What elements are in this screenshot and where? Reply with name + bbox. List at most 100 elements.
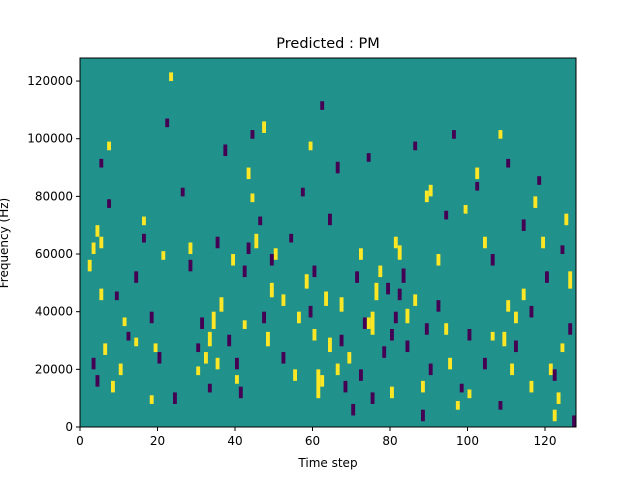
heatmap-cell-low-17 bbox=[215, 236, 220, 249]
heatmap-cell-high-80 bbox=[560, 343, 565, 353]
heatmap-cell-high-53 bbox=[397, 245, 402, 260]
heatmap-cell-high-59 bbox=[436, 254, 441, 266]
y-tick-label-4: 80000 bbox=[35, 189, 73, 203]
x-axis-label: Time step bbox=[297, 456, 357, 470]
heatmap-cell-high-63 bbox=[463, 205, 468, 214]
heatmap-cell-low-41 bbox=[362, 317, 367, 329]
heatmap-cell-low-30 bbox=[300, 187, 305, 197]
heatmap-cell-high-34 bbox=[293, 369, 298, 381]
heatmap-cell-high-3 bbox=[99, 288, 104, 301]
heatmap-cell-low-22 bbox=[242, 265, 247, 278]
heatmap-cell-low-21 bbox=[238, 386, 243, 399]
heatmap-cell-low-50 bbox=[405, 340, 410, 353]
heatmap-cell-high-9 bbox=[122, 317, 127, 327]
heatmap-cell-high-54 bbox=[405, 308, 410, 324]
heatmap-cell-low-70 bbox=[552, 369, 557, 381]
heatmap-cell-low-71 bbox=[560, 245, 565, 255]
heatmap-cell-low-64 bbox=[506, 158, 511, 168]
heatmap-cell-high-42 bbox=[328, 337, 332, 353]
heatmap-cell-low-5 bbox=[126, 331, 131, 341]
heatmap-cell-high-60 bbox=[444, 323, 449, 335]
heatmap-cell-high-31 bbox=[269, 282, 274, 298]
y-tick-label-3: 60000 bbox=[35, 247, 73, 261]
heatmap-cell-high-39 bbox=[316, 369, 321, 399]
heatmap-cell-high-57 bbox=[424, 190, 429, 203]
heatmap-cell-low-45 bbox=[386, 282, 391, 295]
heatmap-cell-low-3 bbox=[107, 199, 112, 208]
heatmap-cell-low-53 bbox=[424, 323, 429, 335]
x-tick-label-1: 20 bbox=[150, 434, 165, 448]
x-tick-label-3: 60 bbox=[305, 434, 320, 448]
heatmap-cell-high-30 bbox=[266, 331, 270, 347]
heatmap-cell-low-54 bbox=[428, 363, 433, 376]
heatmap-cell-low-15 bbox=[200, 317, 205, 329]
heatmap-cell-high-29 bbox=[262, 121, 267, 133]
heatmap-cell-low-14 bbox=[196, 343, 201, 353]
heatmap-cell-high-43 bbox=[335, 363, 340, 376]
heatmap-cell-low-69 bbox=[545, 271, 549, 283]
heatmap-cell-low-42 bbox=[366, 153, 371, 162]
heatmap-cell-high-12 bbox=[149, 395, 154, 404]
heatmap-cell-low-12 bbox=[180, 187, 185, 197]
x-tick-label-6: 120 bbox=[534, 434, 557, 448]
heatmap-cell-low-36 bbox=[339, 334, 344, 347]
heatmap-cell-high-16 bbox=[188, 242, 193, 255]
heatmap-cell-low-62 bbox=[490, 254, 495, 266]
heatmap-cell-low-18 bbox=[223, 144, 228, 157]
heatmap-cell-high-49 bbox=[374, 282, 379, 301]
heatmap-cell-high-64 bbox=[467, 389, 472, 399]
heatmap-cell-high-10 bbox=[134, 337, 139, 347]
heatmap-cell-high-15 bbox=[169, 72, 174, 82]
heatmap-cell-low-13 bbox=[188, 259, 193, 272]
heatmap-cell-low-28 bbox=[281, 352, 286, 364]
heatmap-cell-low-66 bbox=[521, 219, 526, 231]
heatmap-cell-low-19 bbox=[227, 334, 232, 347]
heatmap-cell-low-38 bbox=[351, 403, 356, 416]
y-tick-label-0: 0 bbox=[65, 420, 73, 434]
heatmap-cell-high-22 bbox=[219, 297, 224, 312]
heatmap-cell-high-56 bbox=[421, 380, 425, 393]
x-tick-label-2: 40 bbox=[227, 434, 242, 448]
heatmap-cell-low-40 bbox=[359, 369, 363, 381]
heatmap-cell-high-65 bbox=[475, 167, 480, 180]
plot-frame bbox=[79, 57, 577, 428]
heatmap-cell-high-46 bbox=[359, 248, 363, 260]
heatmap-cell-low-25 bbox=[258, 216, 263, 226]
x-tick-label-0: 0 bbox=[76, 434, 84, 448]
heatmap-cell-high-21 bbox=[215, 357, 220, 370]
heatmap-cell-high-52 bbox=[393, 236, 398, 249]
heatmap-cell-high-11 bbox=[142, 216, 146, 226]
heatmap-cell-high-67 bbox=[490, 331, 495, 341]
heatmap-cell-high-5 bbox=[103, 343, 108, 355]
y-tick-label-5: 100000 bbox=[27, 132, 73, 146]
heatmap-cell-high-1 bbox=[91, 242, 96, 255]
heatmap-cell-high-61 bbox=[448, 357, 453, 370]
y-axis-ticks: 0 20000 40000 60000 80000 100000 120000 bbox=[27, 74, 80, 434]
heatmap-cell-high-82 bbox=[568, 271, 573, 289]
y-tick-label-6: 120000 bbox=[27, 74, 73, 88]
heatmap-cell-low-29 bbox=[289, 233, 294, 243]
heatmap-cells bbox=[87, 72, 577, 427]
heatmap-cell-high-62 bbox=[455, 401, 460, 410]
heatmap-cell-low-34 bbox=[328, 213, 332, 226]
heatmap-cell-high-38 bbox=[312, 328, 317, 341]
heatmap-cell-high-71 bbox=[510, 363, 515, 376]
heatmap-cell-high-36 bbox=[304, 274, 309, 289]
heatmap-cell-low-72 bbox=[568, 323, 573, 335]
heatmap-cell-low-35 bbox=[335, 161, 340, 174]
heatmap-cell-high-13 bbox=[153, 343, 158, 353]
heatmap-cell-high-69 bbox=[502, 331, 507, 347]
heatmap-cell-high-76 bbox=[541, 236, 546, 249]
heatmap-cell-low-6 bbox=[134, 271, 139, 283]
y-axis-label: Frequency (Hz) bbox=[0, 198, 11, 289]
x-tick-label-5: 100 bbox=[456, 434, 479, 448]
heatmap-cell-high-78 bbox=[552, 409, 557, 422]
heatmap-cell-high-24 bbox=[235, 375, 239, 384]
y-tick-label-2: 40000 bbox=[35, 305, 73, 319]
heatmap-cell-low-56 bbox=[444, 210, 449, 220]
heatmap-cell-high-32 bbox=[273, 248, 278, 260]
heatmap-cell-high-74 bbox=[529, 380, 534, 393]
heatmap-cell-low-4 bbox=[114, 291, 119, 301]
heatmap-background bbox=[80, 58, 576, 427]
heatmap-cell-low-39 bbox=[355, 271, 360, 283]
